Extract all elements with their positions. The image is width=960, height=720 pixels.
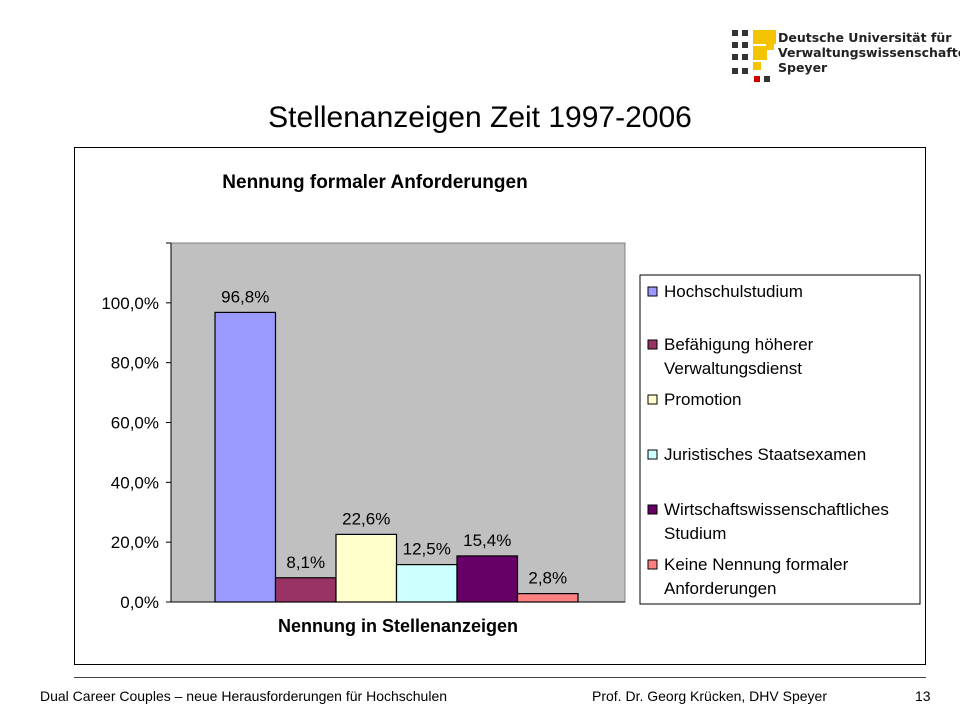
y-tick-label: 80,0% <box>111 354 159 373</box>
logo-square <box>764 76 770 82</box>
legend-label: Keine Nennung formaler <box>664 555 849 574</box>
chart-container: Nennung formaler Anforderungen 0,0% 20,0% 4… <box>74 147 926 665</box>
y-tick-label: 0,0% <box>120 593 159 612</box>
bar-chart: Nennung formaler Anforderungen 0,0% 20,0% 4… <box>101 172 921 636</box>
bar <box>335 533 398 603</box>
bar <box>456 555 519 603</box>
logo-square <box>766 42 774 50</box>
legend-label: Juristisches Staatsexamen <box>664 445 866 464</box>
data-label: 12,5% <box>403 540 451 559</box>
logo-line-3: Speyer <box>778 60 828 75</box>
logo-line-2: Verwaltungswissenschaften <box>778 45 960 60</box>
legend-swatch <box>647 394 658 405</box>
logo-square <box>732 54 738 60</box>
chart-title: Nennung formaler Anforderungen <box>222 172 527 193</box>
legend-label: Verwaltungsdienst <box>664 359 802 378</box>
data-label: 96,8% <box>221 287 269 306</box>
logo-square <box>742 54 748 60</box>
x-axis-label: Nennung in Stellenanzeigen <box>278 616 518 636</box>
footer-author: Prof. Dr. Georg Krücken, DHV Speyer <box>592 688 827 704</box>
logo-square <box>762 30 776 44</box>
logo-square <box>742 42 748 48</box>
y-tick-label: 60,0% <box>111 414 159 433</box>
logo-square <box>732 42 738 48</box>
legend-label: Promotion <box>664 390 741 409</box>
university-logo <box>732 30 776 82</box>
bar <box>274 577 337 603</box>
bar <box>214 311 277 603</box>
logo-square <box>754 76 760 82</box>
page-number: 13 <box>915 688 931 704</box>
data-label: 2,8% <box>528 569 567 588</box>
bar <box>395 564 458 603</box>
y-tick-label: 40,0% <box>111 473 159 492</box>
logo-square <box>732 30 738 36</box>
legend-label: Hochschulstudium <box>664 282 803 301</box>
legend-swatch <box>647 504 658 515</box>
legend-swatch <box>647 449 658 460</box>
footer-talk-title: Dual Career Couples – neue Herausforderu… <box>40 688 448 704</box>
bar <box>516 593 579 603</box>
data-label: 8,1% <box>286 553 325 572</box>
legend-label: Wirtschaftswissenschaftliches <box>664 500 889 519</box>
logo-square <box>753 62 761 70</box>
logo-square <box>742 68 748 74</box>
legend-swatch <box>647 286 658 297</box>
legend-label: Befähigung höherer <box>664 335 814 354</box>
logo-square <box>742 30 748 36</box>
data-label: 15,4% <box>463 531 511 550</box>
legend-label: Studium <box>664 524 726 543</box>
university-logo-text: Deutsche Universität für Verwaltungswiss… <box>778 30 960 75</box>
y-tick-label: 20,0% <box>111 533 159 552</box>
legend <box>639 274 921 605</box>
legend-swatch <box>647 339 658 350</box>
legend-swatch <box>647 559 658 570</box>
logo-square <box>753 46 767 60</box>
legend-label: Anforderungen <box>664 579 776 598</box>
footer-divider <box>74 677 926 678</box>
slide-title: Stellenanzeigen Zeit 1997-2006 <box>268 101 692 134</box>
logo-line-1: Deutsche Universität für <box>778 30 952 45</box>
data-label: 22,6% <box>342 509 390 528</box>
logo-square <box>732 68 738 74</box>
y-tick-label: 100,0% <box>101 294 159 313</box>
